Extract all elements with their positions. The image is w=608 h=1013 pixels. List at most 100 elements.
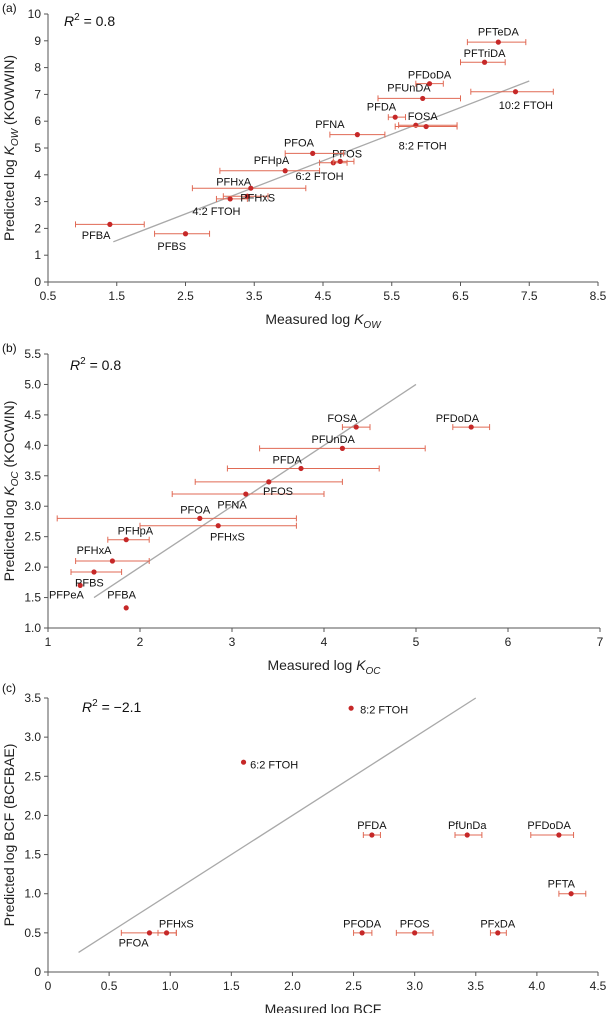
point-label: PFHpA [118,526,154,538]
point-marker [146,930,153,936]
point-label: PFODA [343,918,382,930]
point-label: PFDoDA [527,820,571,832]
data-point: PFDA [357,820,387,838]
fit-line [93,383,417,599]
y-tick-label: 4.5 [24,408,41,422]
x-tick-label: 2 [137,635,144,649]
point-label: 10:2 FTOH [499,100,553,112]
data-point: PFOA [284,138,345,157]
point-label: PFHxS [210,532,245,544]
panel-label: (c) [2,681,16,695]
data-point: 8:2 FTOH [394,123,458,152]
point-label: PFUnDA [387,83,431,95]
r-squared-label: R2 = 0.8 [64,12,115,29]
x-axis-label: Measured log KOW [265,311,382,331]
point-label: PFTriDA [464,48,506,60]
x-tick-label: 3.5 [467,979,484,993]
point-marker [339,445,345,451]
point-marker [227,196,233,202]
data-point: PFOS [395,918,434,936]
point-label: PFOA [180,504,211,516]
fit-line [78,697,477,953]
point-marker [243,491,249,497]
point-marker [353,424,359,430]
y-tick-label: 0 [34,965,41,979]
data-point: PFUnDA [259,434,426,452]
point-marker [91,569,97,575]
data-point: PFHxA [191,177,307,192]
y-tick-label: 9 [34,34,41,48]
y-tick-label: 2.5 [24,769,41,783]
point-label: PFNA [217,499,247,511]
x-axis-label: Measured log KOC [267,657,381,677]
y-tick-label: 3 [34,195,41,209]
x-tick-label: 0 [45,979,52,993]
y-tick-label: 4 [34,168,41,182]
point-marker [123,537,129,543]
point-label: PFBA [107,590,136,602]
data-point: PFOS [194,478,343,498]
point-marker [426,81,433,87]
data-point: PFHpA [219,155,321,174]
point-label: PFDoDA [436,413,480,425]
x-tick-label: 3 [229,635,236,649]
point-label: PFHxS [159,918,194,930]
point-label: PFOA [119,937,150,949]
data-point: PFDoDA [408,69,452,87]
point-label: PFOA [284,138,315,150]
x-tick-label: 8.5 [590,289,607,303]
x-tick-label: 7 [597,635,604,649]
x-tick-label: 5.5 [383,289,400,303]
data-point: PFDA [367,101,406,121]
panel-label: (b) [2,341,17,355]
point-marker [310,150,316,156]
point-label: 8:2 FTOH [360,705,408,717]
y-tick-label: 6 [34,114,41,128]
point-label: 8:2 FTOH [399,140,447,152]
fit-line [113,80,530,243]
point-label: PFTA [548,879,576,891]
point-label: PFOS [332,148,362,160]
x-tick-label: 2.5 [177,289,194,303]
data-point: PFOA [56,504,297,522]
data-point: PFDA [226,454,380,472]
point-marker [244,193,250,199]
y-axis-label: Predicted log KOC (KOCWIN) [1,401,21,582]
x-tick-label: 1 [45,635,52,649]
point-marker [215,523,221,529]
y-axis-label: Predicted log BCF (BCFBAE) [1,744,17,927]
y-tick-label: 5.5 [24,347,41,361]
data-point: 4:2 FTOH [192,195,248,218]
point-label: PFBS [75,577,104,589]
data-point: PFOS [332,148,362,165]
y-tick-label: 3.0 [24,730,41,744]
data-point: PFOA [119,929,177,949]
point-marker [512,89,519,95]
point-label: FOSA [408,111,439,123]
point-label: 4:2 FTOH [192,206,240,218]
point-marker [248,185,254,191]
data-point: PFBA [75,221,145,242]
point-label: PFDoDA [408,69,452,81]
point-marker [197,515,203,522]
point-marker [369,832,375,838]
point-marker [282,168,288,174]
y-tick-label: 2.0 [24,560,41,574]
y-tick-label: 1 [34,248,41,262]
point-marker [240,759,247,765]
point-marker [495,930,501,936]
data-point: PFDoDA [527,820,575,838]
x-tick-label: 3.5 [246,289,263,303]
chart-panel-2: (b) 1 2 3 4 5 6 7 1.0 1.5 2.0 2.5 3.0 3.5 4.0 4.5 5.0 5.5… [1,341,604,677]
point-marker [266,479,272,485]
x-tick-label: 1.5 [223,979,240,993]
point-label: 6:2 FTOH [296,171,344,183]
point-marker [423,123,429,130]
y-axis-label: Predicted log KOW (KOWWIN) [1,55,21,241]
data-point: PFBA [107,590,137,611]
point-label: PFPeA [49,590,85,602]
point-label: PFxDA [480,918,516,930]
chart-panel-3: (c) 0 0.5 1.0 1.5 2.0 2.5 3.0 3.5 4.0 4.5 0 0.5 1.0 1.… [1,681,607,1013]
x-tick-label: 6 [505,635,512,649]
